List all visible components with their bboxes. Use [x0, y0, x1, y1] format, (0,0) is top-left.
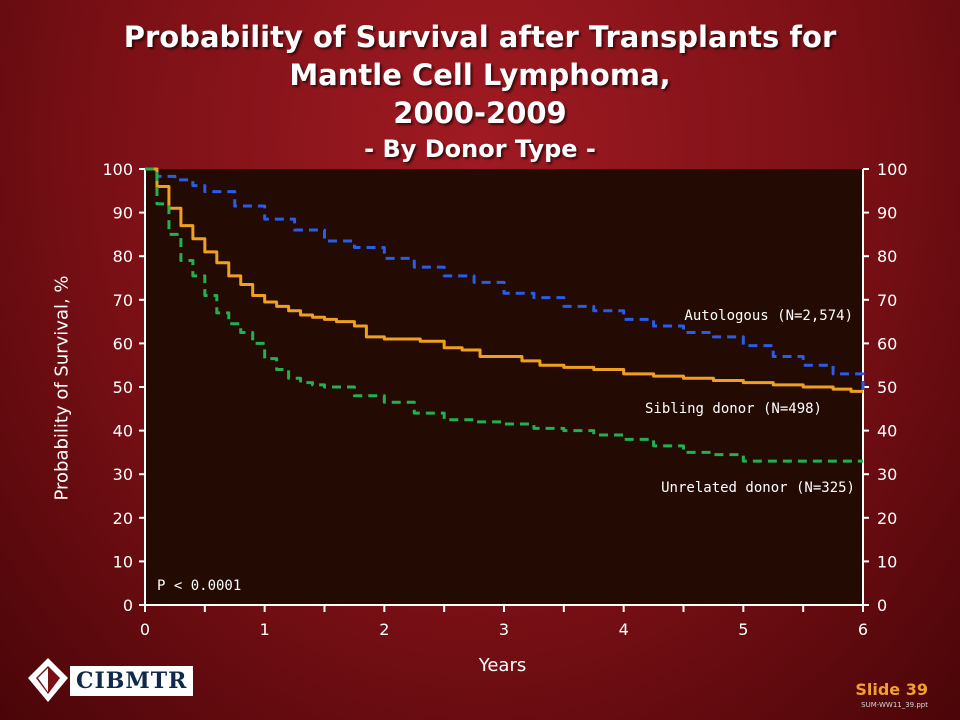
y-tick-label-right: 30	[877, 465, 897, 484]
title-line-1: Probability of Survival after Transplant…	[123, 20, 837, 54]
title-line-3: 2000-2009	[393, 96, 567, 130]
series-label-2: Unrelated donor (N=325)	[661, 480, 855, 496]
y-tick-label-right: 70	[877, 291, 897, 310]
x-tick-label: 0	[140, 620, 150, 639]
y-tick-label-right: 80	[877, 247, 897, 266]
p-value-annotation: P < 0.0001	[157, 578, 241, 594]
y-tick-label-left: 30	[113, 465, 133, 484]
x-tick-label: 4	[619, 620, 629, 639]
y-tick-label-left: 20	[113, 509, 133, 528]
y-tick-label-right: 20	[877, 509, 897, 528]
title-subtitle: - By Donor Type -	[364, 135, 596, 163]
series-line-2	[145, 167, 863, 463]
y-tick-label-right: 90	[877, 204, 897, 223]
y-tick-label-right: 100	[877, 160, 908, 179]
series-label-0: Autologous (N=2,574)	[684, 308, 853, 324]
y-tick-label-right: 50	[877, 378, 897, 397]
x-tick-label: 3	[499, 620, 509, 639]
title-line-2: Mantle Cell Lymphoma,	[289, 58, 671, 92]
y-tick-label-left: 90	[113, 204, 133, 223]
y-tick-label-left: 70	[113, 291, 133, 310]
plot-area	[145, 169, 863, 605]
series-label-1: Sibling donor (N=498)	[645, 401, 822, 417]
slide-number: Slide 39	[855, 680, 928, 699]
y-tick-label-right: 10	[877, 552, 897, 571]
y-tick-label-right: 60	[877, 334, 897, 353]
y-tick-label-left: 100	[102, 160, 133, 179]
series-line-0	[145, 167, 865, 392]
y-tick-label-left: 0	[123, 596, 133, 615]
y-tick-label-left: 80	[113, 247, 133, 266]
y-tick-label-right: 40	[877, 422, 897, 441]
y-tick-label-left: 60	[113, 334, 133, 353]
series-line-1	[145, 167, 863, 393]
x-axis-label: Years	[478, 655, 527, 676]
y-tick-label-left: 40	[113, 422, 133, 441]
cibmtr-logo-icon	[28, 658, 68, 702]
slide-title: Probability of Survival after Transplant…	[0, 18, 960, 166]
x-tick-label: 5	[738, 620, 748, 639]
x-tick-label: 1	[260, 620, 270, 639]
y-axis-label: Probability of Survival, %	[51, 275, 73, 501]
x-tick-label: 6	[858, 620, 868, 639]
logo-wordmark: CIBMTR	[70, 666, 194, 696]
y-tick-label-right: 0	[877, 596, 887, 615]
x-tick-label: 2	[379, 620, 389, 639]
slide-reference: SUM-WW11_39.ppt	[861, 701, 928, 709]
y-tick-label-left: 50	[113, 378, 133, 397]
y-tick-label-left: 10	[113, 552, 133, 571]
